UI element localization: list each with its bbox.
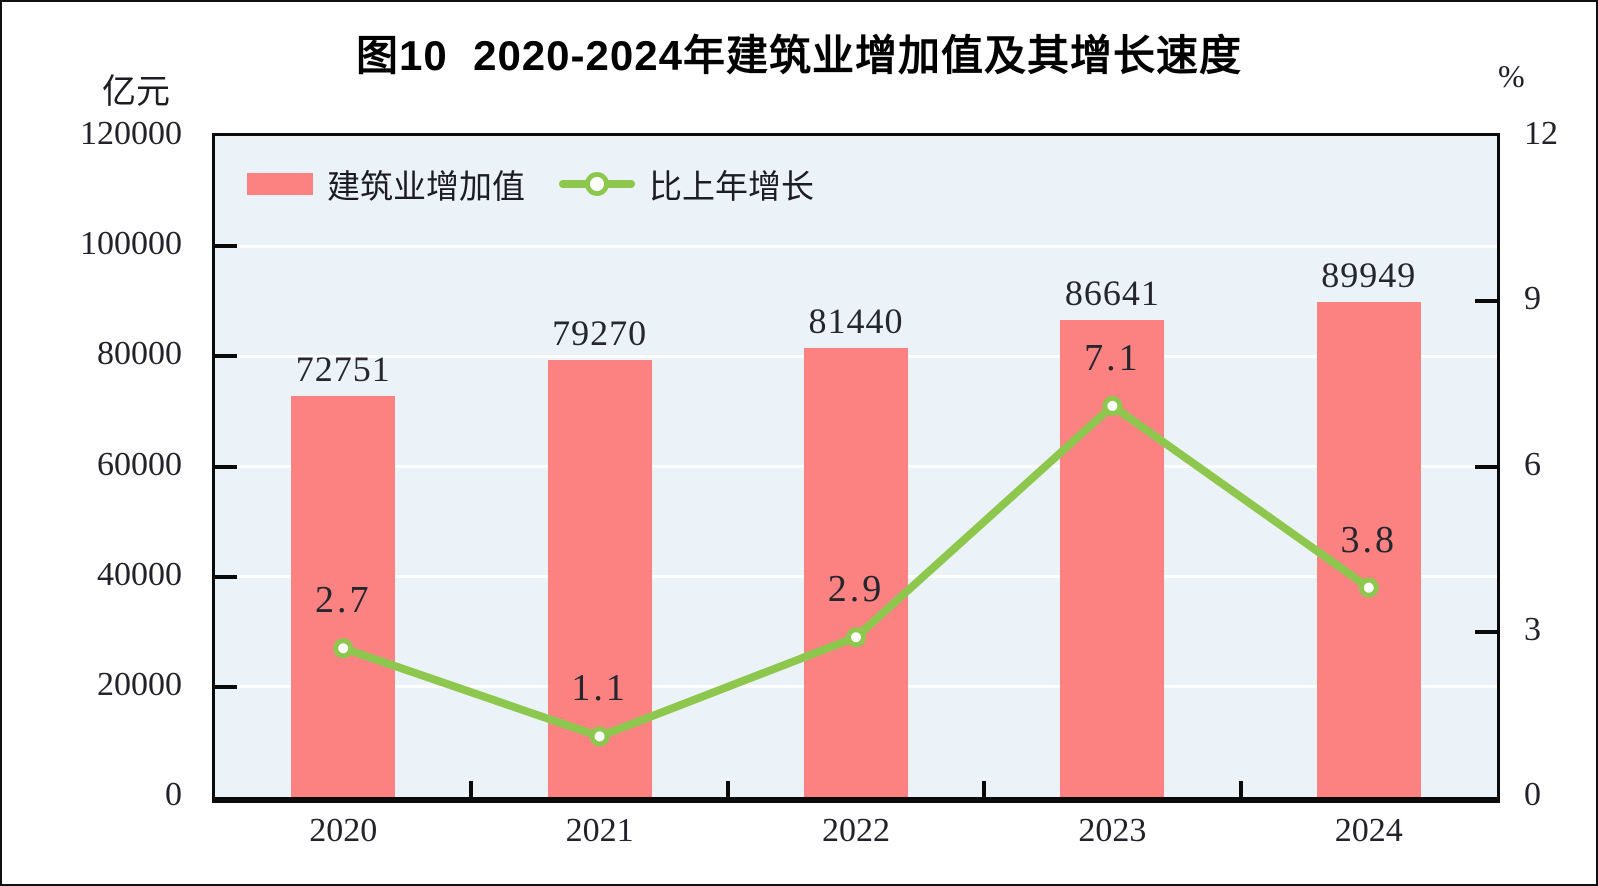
legend-bar-series-label: 建筑业增加值 — [327, 170, 525, 206]
line-value-label: 1.1 — [571, 667, 628, 710]
growth-line-layer — [333, 395, 1379, 747]
right-axis-tick-label: 6 — [1524, 445, 1541, 483]
bar-value-label: 79270 — [552, 313, 648, 354]
left-axis-tick-label: 0 — [165, 776, 182, 813]
plot-inner: 72751 79270 81440 86641 89949 2.7 1.1 2.9 7.1 3.8 — [215, 136, 1497, 797]
x-axis-category-label: 2021 — [565, 812, 634, 849]
right-axis-tick-label: 0 — [1524, 776, 1541, 813]
line-value-label: 2.9 — [827, 568, 885, 611]
bar — [1316, 301, 1421, 797]
bar — [291, 396, 396, 797]
bottom-axis-tick — [469, 781, 474, 797]
left-axis-tick — [215, 244, 237, 249]
growth-line-marker-icon — [1102, 395, 1123, 416]
legend-item-bar-series: 建筑业增加值 — [247, 160, 525, 208]
growth-line-marker-icon — [589, 726, 610, 747]
left-axis-tick-label: 60000 — [97, 445, 182, 483]
legend-line-marker-icon — [585, 172, 609, 196]
left-axis-tick — [215, 574, 237, 579]
legend: 建筑业增加值 比上年增长 — [247, 160, 814, 208]
right-axis-tick — [1475, 464, 1497, 469]
left-axis-tick-label: 40000 — [97, 555, 182, 593]
right-axis-tick-label: 12 — [1524, 115, 1558, 152]
bar — [804, 348, 908, 797]
x-axis-category-label: 2024 — [1334, 812, 1403, 849]
legend-item-line-series: 比上年增长 — [559, 160, 814, 208]
growth-line-marker-icon — [333, 638, 354, 659]
bottom-axis-tick — [1238, 781, 1243, 797]
right-axis-tick-label: 9 — [1524, 280, 1541, 318]
left-axis-tick-label: 20000 — [97, 665, 182, 703]
right-axis-tick — [1475, 299, 1497, 304]
line-value-label: 7.1 — [1084, 336, 1141, 379]
x-axis-category-label: 2020 — [309, 812, 378, 849]
growth-line-marker-icon — [1358, 577, 1379, 598]
bottom-axis-tick — [725, 781, 730, 797]
left-axis-tick — [215, 684, 237, 689]
growth-line-marker-icon — [846, 627, 866, 648]
bar-value-label: 81440 — [808, 301, 904, 342]
x-axis-category-label: 2022 — [822, 812, 890, 849]
x-axis-category-label: 2023 — [1078, 812, 1147, 849]
left-axis-tick-label: 100000 — [80, 225, 182, 263]
line-value-label: 3.8 — [1340, 518, 1398, 561]
legend-line-series-label: 比上年增长 — [649, 170, 814, 206]
line-series-swatch-icon — [559, 171, 635, 197]
right-axis-tick-label: 3 — [1524, 610, 1541, 648]
bar-value-label: 89949 — [1321, 254, 1417, 295]
bottom-axis-tick — [982, 781, 987, 797]
line-value-label: 2.7 — [314, 579, 372, 622]
chart-title: 图10 2020-2024年建筑业增加值及其增长速度 — [356, 32, 1242, 79]
left-axis-tick — [215, 354, 237, 359]
bar-value-label: 86641 — [1064, 272, 1160, 313]
right-axis-tick — [1475, 629, 1497, 634]
left-axis-tick-label: 80000 — [97, 335, 182, 373]
left-axis-unit-label: 亿元 — [102, 74, 170, 111]
bar-series-swatch-icon — [247, 173, 313, 195]
grid-line — [215, 244, 1497, 248]
plot-area: 72751 79270 81440 86641 89949 2.7 1.1 2.9 7.1 3.8… — [212, 133, 1500, 803]
left-axis-tick-label: 120000 — [80, 115, 182, 152]
left-axis-tick — [215, 464, 237, 469]
bar-value-label: 72751 — [295, 349, 391, 390]
right-axis-unit-label: % — [1498, 58, 1525, 94]
